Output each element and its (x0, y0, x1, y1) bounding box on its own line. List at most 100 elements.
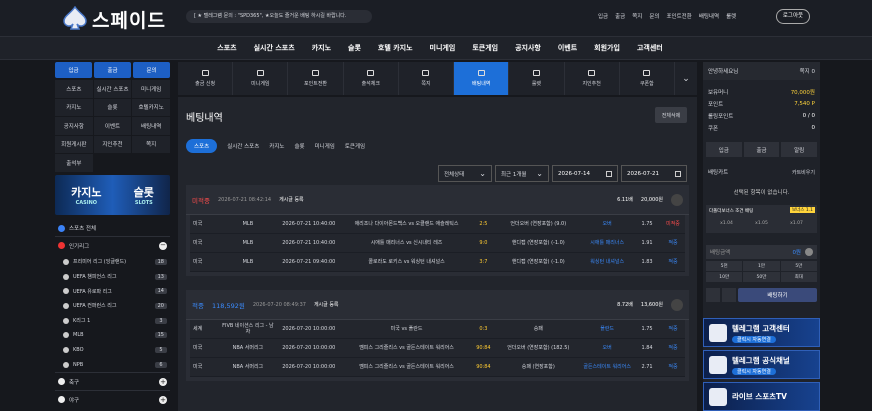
sports-all[interactable]: 스포츠 전체 (55, 221, 170, 237)
tab-label: 쿠폰함 (639, 81, 654, 87)
menu-item[interactable]: 실시간 스포츠 (93, 80, 132, 98)
nav-item[interactable]: 토큰게임 (472, 44, 499, 52)
league-item[interactable]: UEFA 유로파 리그 14 (55, 284, 170, 299)
casino-banner[interactable]: 카지노 CASINO 슬롯 SLOTS (55, 174, 170, 215)
info-button[interactable] (706, 288, 720, 302)
top-link[interactable]: 포인트전환 (666, 14, 692, 20)
date-input[interactable]: 2026-07-21 (621, 165, 687, 182)
logout-button[interactable]: 로그아웃 (776, 9, 810, 24)
icon-tab[interactable]: 미니게임 (233, 62, 289, 95)
icon-tab[interactable]: 배팅내역 (454, 62, 510, 95)
league-item[interactable]: UEFA 챔피언스 리그 13 (55, 269, 170, 284)
account-button[interactable]: 출금 (743, 142, 780, 157)
top-link[interactable]: 쪽지 (632, 14, 643, 20)
quick-button[interactable]: 1만 (743, 261, 780, 271)
menu-item[interactable]: 스포츠 (55, 80, 93, 98)
nav-item[interactable]: 공지사항 (515, 44, 541, 52)
quick-button[interactable]: 50만 (743, 272, 780, 282)
menu-item[interactable]: 공지사항 (55, 117, 93, 135)
post-link[interactable]: 게시글 등록 (313, 302, 339, 308)
icon-tab[interactable]: 룰렛 (509, 62, 565, 95)
top-link[interactable]: 문의 (649, 14, 660, 20)
menu-item[interactable]: 호텔카지노 (132, 98, 170, 116)
menu-item[interactable]: 지인추천 (93, 135, 132, 153)
league-item[interactable]: NPB 6 (55, 357, 170, 372)
menu-item[interactable]: 쪽지 (132, 135, 170, 153)
icon-tab[interactable]: 쿠폰함 (620, 62, 675, 95)
sidebar-button[interactable]: 문의 (133, 62, 170, 78)
date-input[interactable]: 2026-07-14 (552, 165, 618, 182)
sport-item[interactable]: 야구 + (55, 390, 170, 408)
game-tab[interactable]: 실시간 스포츠 (227, 144, 260, 150)
menu-item[interactable]: 출석부 (55, 154, 93, 172)
game-tab[interactable]: 슬롯 (294, 144, 305, 150)
sidebar-button[interactable]: 입금 (55, 62, 92, 78)
clear-button[interactable] (805, 248, 813, 256)
top-link[interactable]: 배팅내역 (698, 14, 720, 20)
cell: 승패 (연장포함) (521, 364, 555, 370)
sidebar-button[interactable]: 출금 (94, 62, 131, 78)
cell: 미국 vs 폴란드 (390, 326, 423, 332)
nav-item[interactable]: 미니게임 (429, 44, 456, 52)
nav-item[interactable]: 실시간 스포츠 (253, 44, 295, 52)
league-item[interactable]: KBO 5 (55, 343, 170, 358)
nav-item[interactable]: 슬롯 (348, 44, 361, 52)
nav-item[interactable]: 스포츠 (217, 44, 237, 52)
cell: 적중 (668, 364, 678, 370)
bet-result: 적중 (192, 301, 204, 310)
sport-item[interactable]: 축구 + (55, 372, 170, 390)
nav-item[interactable]: 고객센터 (636, 44, 663, 52)
icon-tab[interactable]: 쪽지 (399, 62, 455, 95)
nav-item[interactable]: 카지노 (311, 44, 332, 52)
league-item[interactable]: UEFA 컨퍼런스 리그 20 (55, 299, 170, 314)
nav-item[interactable]: 이벤트 (557, 44, 578, 52)
account-button[interactable]: 알림 (781, 142, 818, 157)
top-link[interactable]: 입금 (598, 14, 609, 20)
league-item[interactable]: K리그 1 3 (55, 313, 170, 328)
collapse-icon[interactable]: − (159, 240, 167, 250)
tab-icon (367, 70, 375, 76)
tabs-more[interactable]: ⌄ (682, 73, 690, 84)
ad-banner[interactable]: 라이브 스포츠TV (703, 382, 820, 411)
menu-item[interactable]: 배팅내역 (132, 117, 170, 135)
game-tab[interactable]: 카지노 (269, 144, 285, 150)
menu-item[interactable]: 슬롯 (93, 98, 132, 116)
quick-button[interactable]: 10만 (706, 272, 743, 282)
cart-clear[interactable]: 카트비우기 (791, 169, 815, 176)
game-tab[interactable]: 스포츠 (186, 139, 218, 153)
icon-tab[interactable]: 포인트전환 (288, 62, 344, 95)
league-item[interactable]: 프리미어 리그 (잉글랜드) 18 (55, 255, 170, 270)
ad-banner[interactable]: 텔레그램 공식채널 클릭시 자동연결 (703, 350, 820, 379)
post-link[interactable]: 게시글 등록 (279, 197, 304, 203)
dropdown[interactable]: 최근 1개월 ⌄ (495, 165, 549, 182)
account-button[interactable]: 입금 (706, 142, 742, 157)
nav-item[interactable]: 회원가입 (594, 44, 620, 52)
icon-tab[interactable]: 출석체크 (344, 62, 399, 95)
quick-button[interactable]: 5천 (706, 261, 743, 271)
menu-item[interactable]: 회원게시판 (55, 135, 93, 153)
top-link[interactable]: 출금 (615, 14, 626, 20)
league-item[interactable]: MLB 15 (55, 328, 170, 343)
messages[interactable]: 쪽지 0 (799, 69, 815, 75)
bet-button[interactable]: 배팅하기 (738, 288, 817, 302)
menu-item[interactable]: 미니게임 (132, 80, 170, 98)
logo-text: 스페이드 (92, 10, 166, 32)
ad-banner[interactable]: 텔레그램 고객센터 클릭시 자동연결 (703, 318, 820, 347)
game-tab[interactable]: 토큰게임 (344, 144, 366, 150)
game-tab[interactable]: 미니게임 (314, 144, 335, 150)
trash-button[interactable] (722, 288, 736, 302)
delete-button[interactable] (671, 193, 683, 206)
icon-tab[interactable]: 지인추천 (565, 62, 620, 95)
icon-tab[interactable]: 출금 신청 (178, 62, 234, 95)
nav-item[interactable]: 호텔 카지노 (377, 44, 413, 52)
quick-button[interactable]: 최대 (780, 272, 817, 282)
menu-item[interactable]: 카지노 (55, 98, 93, 116)
menu-item[interactable]: 이벤트 (93, 117, 132, 135)
league-name: NPB (73, 361, 84, 368)
dropdown[interactable]: 전체상태 ⌄ (438, 165, 492, 182)
delete-all-button[interactable]: 전체삭제 (655, 107, 687, 123)
top-link[interactable]: 룰렛 (726, 14, 737, 20)
delete-button[interactable] (671, 298, 683, 311)
quick-button[interactable]: 5만 (780, 261, 817, 271)
